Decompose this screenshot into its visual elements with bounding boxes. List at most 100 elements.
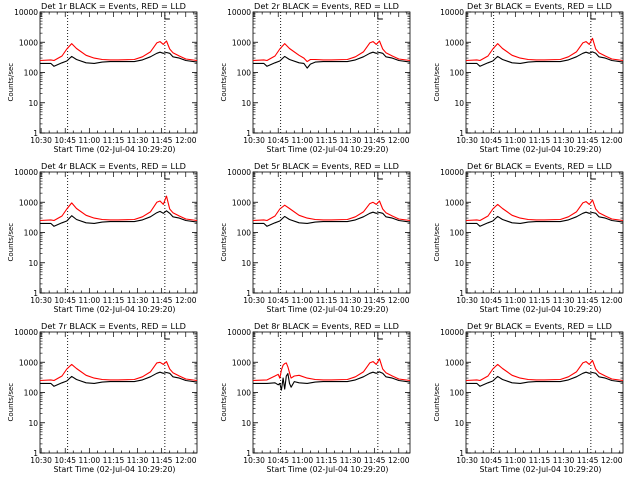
series-line-lld (465, 199, 624, 222)
x-tick-label: 11:30 (340, 296, 362, 305)
plot-frame (252, 331, 411, 454)
series-line-lld (39, 195, 198, 222)
plot-frame (39, 11, 198, 134)
y-axis-title: Counts/sec (433, 383, 441, 422)
chart-panel-9: Det 9r BLACK = Events, RED = LLD 1 10 100 10… (433, 321, 624, 474)
y-tick-label: 1000 (445, 38, 464, 47)
x-axis-title: Start Time (02-Jul-04 10:29:20) (480, 465, 602, 474)
x-tick-label: 12:00 (601, 456, 623, 465)
x-tick-label: 11:45 (151, 296, 173, 305)
y-tick-label: 10000 (440, 168, 464, 177)
plot-frame (465, 331, 624, 454)
chart-title: Det 8r BLACK = Events, RED = LLD (254, 321, 399, 331)
x-tick-label: 11:45 (577, 456, 599, 465)
chart-panel-8: Det 8r BLACK = Events, RED = LLD 1 10 100 10… (220, 321, 411, 474)
y-tick-label: 10000 (440, 8, 464, 17)
x-axis-title: Start Time (02-Jul-04 10:29:20) (267, 465, 389, 474)
y-tick-label: 1 (459, 129, 464, 138)
y-tick-label: 1000 (19, 358, 38, 367)
series-line-lld (39, 361, 198, 382)
marker-bracket-end (164, 13, 170, 20)
x-tick-label: 10:45 (267, 456, 289, 465)
x-tick-label: 11:30 (127, 456, 149, 465)
marker-bracket-end (590, 173, 596, 180)
plot-frame (39, 331, 198, 454)
x-axis-title: Start Time (02-Jul-04 10:29:20) (54, 305, 176, 314)
x-tick-label: 10:30 (30, 456, 52, 465)
x-tick-label: 11:30 (340, 136, 362, 145)
y-tick-label: 10 (454, 419, 464, 428)
chart-panel-5: Det 5r BLACK = Events, RED = LLD 1 10 100 10… (220, 161, 411, 314)
x-tick-label: 10:45 (480, 456, 502, 465)
y-tick-label: 10000 (227, 328, 251, 337)
chart-title: Det 9r BLACK = Events, RED = LLD (467, 321, 612, 331)
series-line-lld (252, 40, 411, 63)
x-tick-label: 10:30 (243, 136, 265, 145)
y-tick-label: 1000 (445, 198, 464, 207)
y-tick-label: 1 (33, 129, 38, 138)
y-axis-title: Counts/sec (220, 383, 228, 422)
y-tick-label: 100 (450, 69, 465, 78)
y-tick-label: 1 (33, 449, 38, 458)
y-tick-label: 100 (450, 229, 465, 238)
x-tick-label: 10:30 (243, 296, 265, 305)
series-line-events (466, 51, 624, 67)
y-tick-label: 100 (24, 229, 39, 238)
y-tick-label: 10 (241, 419, 251, 428)
x-tick-label: 11:15 (103, 136, 125, 145)
x-tick-label: 10:45 (480, 136, 502, 145)
x-tick-label: 11:15 (316, 136, 338, 145)
x-tick-label: 11:30 (127, 296, 149, 305)
chart-panel-6: Det 6r BLACK = Events, RED = LLD 1 10 100 10… (433, 161, 624, 314)
series-line-events (253, 51, 411, 69)
y-tick-label: 10 (454, 99, 464, 108)
marker-bracket-end (164, 173, 170, 180)
y-axis-title: Counts/sec (7, 63, 15, 102)
x-tick-label: 12:00 (175, 136, 197, 145)
x-tick-label: 10:45 (267, 136, 289, 145)
x-tick-label: 11:15 (316, 296, 338, 305)
y-tick-label: 10000 (14, 328, 38, 337)
y-tick-label: 100 (24, 389, 39, 398)
x-tick-label: 12:00 (175, 296, 197, 305)
marker-bracket-end (164, 333, 170, 340)
y-axis-title: Counts/sec (7, 223, 15, 262)
x-tick-label: 11:15 (529, 136, 551, 145)
y-tick-label: 100 (237, 229, 252, 238)
chart-title: Det 3r BLACK = Events, RED = LLD (467, 1, 612, 11)
series-line-lld (465, 37, 624, 62)
y-tick-label: 100 (237, 69, 252, 78)
x-axis-title: Start Time (02-Jul-04 10:29:20) (480, 145, 602, 154)
series-line-events (253, 211, 411, 227)
marker-bracket-end (377, 173, 383, 180)
y-tick-label: 10000 (14, 8, 38, 17)
y-tick-label: 10 (28, 259, 38, 268)
y-tick-label: 1 (246, 449, 251, 458)
x-tick-label: 10:45 (54, 456, 76, 465)
x-tick-label: 11:15 (103, 296, 125, 305)
plot-frame (465, 11, 624, 134)
x-tick-label: 11:45 (151, 136, 173, 145)
marker-bracket-end (590, 13, 596, 20)
plot-frame (252, 11, 411, 134)
y-axis-title: Counts/sec (220, 223, 228, 262)
series-line-events (253, 371, 411, 391)
y-tick-label: 10 (241, 99, 251, 108)
x-tick-label: 11:15 (103, 456, 125, 465)
x-tick-label: 10:45 (54, 296, 76, 305)
y-axis-title: Counts/sec (220, 63, 228, 102)
x-tick-label: 11:00 (292, 136, 314, 145)
x-tick-label: 11:30 (553, 456, 575, 465)
chart-title: Det 5r BLACK = Events, RED = LLD (254, 161, 399, 171)
x-axis-title: Start Time (02-Jul-04 10:29:20) (267, 305, 389, 314)
x-tick-label: 11:30 (553, 136, 575, 145)
y-axis-title: Counts/sec (433, 223, 441, 262)
x-tick-label: 11:00 (79, 296, 101, 305)
y-tick-label: 1000 (19, 38, 38, 47)
x-tick-label: 10:30 (30, 136, 52, 145)
x-tick-label: 11:15 (529, 296, 551, 305)
x-tick-label: 11:45 (364, 136, 386, 145)
plot-frame (39, 171, 198, 294)
x-tick-label: 11:00 (505, 136, 527, 145)
